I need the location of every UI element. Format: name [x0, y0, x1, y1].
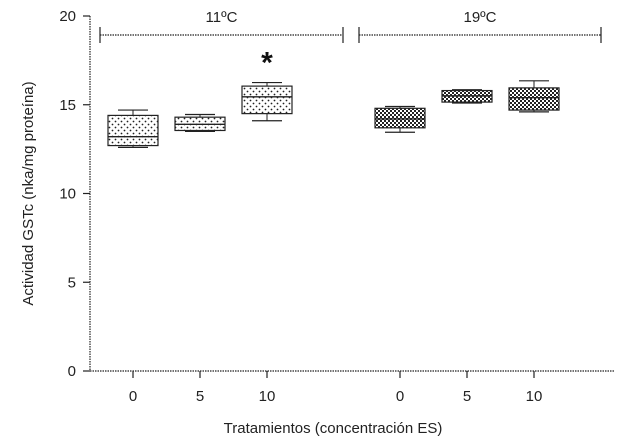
x-tick-label: 10 [259, 388, 276, 405]
group-label: 19ºC [464, 9, 497, 26]
x-axis-title: Tratamientos (concentración ES) [224, 420, 443, 437]
x-tick-label: 5 [196, 388, 204, 405]
x-tick-label: 5 [463, 388, 471, 405]
y-tick-label: 20 [59, 8, 76, 25]
box-iqr [107, 114, 159, 147]
box-iqr [508, 87, 560, 111]
y-tick-label: 15 [59, 97, 76, 114]
box-plot-5 [508, 80, 560, 113]
group-bracket [99, 27, 344, 43]
labels: 0 5 10 15 20 0 5 10 0 5 10 Tratamientos (concentrac… [20, 8, 542, 437]
x-tick-label: 10 [526, 388, 543, 405]
group-label: 11ºC [206, 9, 238, 26]
boxes [107, 80, 560, 148]
box-plot-2 [241, 81, 293, 122]
y-tick-label: 0 [68, 363, 76, 380]
significance-asterisk: * [261, 47, 273, 80]
box-plot-1 [174, 113, 226, 132]
box-plot-0 [107, 109, 159, 148]
x-tick-label: 0 [396, 388, 404, 405]
y-tick-label: 5 [68, 274, 76, 291]
y-tick-label: 10 [59, 186, 76, 203]
box-plot-4 [441, 89, 493, 104]
y-axis-title: Actividad GSTc (nka/mg proteína) [20, 81, 37, 305]
group-brackets [99, 27, 602, 43]
box-iqr [374, 107, 426, 129]
group-bracket [358, 27, 602, 43]
box-plot-3 [374, 105, 426, 133]
x-tick-label: 0 [129, 388, 137, 405]
axes [83, 15, 615, 378]
box-iqr [241, 85, 293, 115]
